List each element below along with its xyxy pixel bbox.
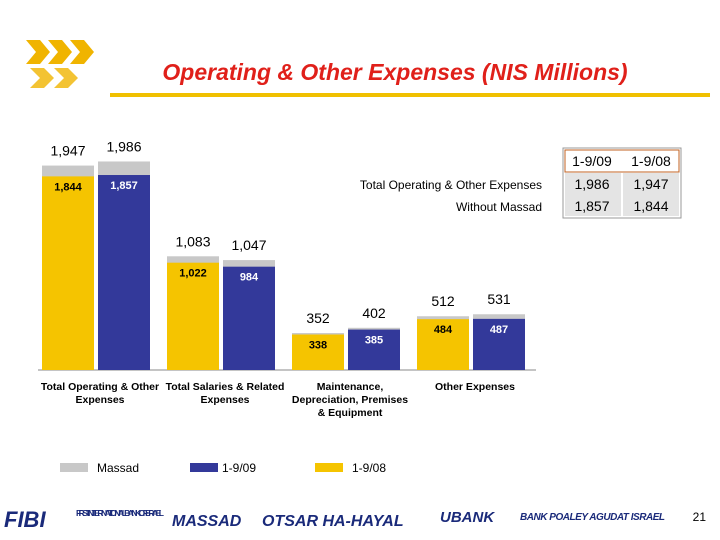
footer-bar [0, 496, 720, 540]
footer-logo: FIRST INTERNATIONAL BANK OF ISRAEL [76, 508, 164, 518]
bar [42, 176, 94, 370]
bar [167, 262, 219, 370]
table-cell: 1,844 [633, 198, 668, 214]
title-underline [110, 93, 710, 97]
total-label: 1,083 [175, 233, 210, 249]
x-tick-label: Maintenance, Depreciation, Premises & Eq… [291, 381, 409, 419]
total-label: 512 [431, 293, 455, 309]
footer-logo: BANK POALEY AGUDAT ISRAEL [520, 512, 665, 523]
x-tick-label: Total Salaries & Related Expenses [165, 381, 285, 406]
footer-logo: MASSAD [172, 513, 242, 530]
total-label: 1,986 [106, 138, 141, 154]
legend-swatch [60, 463, 88, 472]
table-frame [562, 147, 682, 219]
bar [223, 266, 275, 370]
value-label: 1,857 [110, 180, 138, 192]
table-row-label: Without Massad [456, 200, 542, 214]
x-tick-label: Other Expenses [435, 381, 515, 393]
page-number: 21 [693, 510, 707, 524]
table-header: 1-9/08 [631, 153, 671, 169]
value-label: 385 [365, 335, 383, 347]
value-label: 484 [434, 324, 453, 336]
table-header: 1-9/09 [572, 153, 612, 169]
title: Operating & Other Expenses (NIS Millions… [162, 59, 627, 85]
total-label: 1,047 [231, 237, 266, 253]
total-label: 1,947 [50, 143, 85, 159]
bar [417, 319, 469, 370]
logo-chevrons [26, 40, 94, 88]
value-label: 1,022 [179, 268, 207, 280]
table-cell: 1,857 [574, 198, 609, 214]
total-label: 531 [487, 291, 511, 307]
legend-swatch [315, 463, 343, 472]
bar [473, 318, 525, 370]
legend-label: 1-9/08 [352, 461, 386, 475]
table-header-box [564, 149, 680, 173]
table-row-label: Total Operating & Other Expenses [360, 178, 542, 192]
table-cell: 1,986 [574, 176, 609, 192]
bar [348, 329, 400, 370]
x-tick-label: Total Operating & Other Expenses [40, 381, 160, 406]
total-label: 402 [362, 305, 386, 321]
legend-label: Massad [97, 461, 139, 475]
value-label: 487 [490, 324, 508, 336]
value-label: 338 [309, 340, 327, 352]
footer-logo: UBANK [440, 509, 495, 526]
legend-swatch [190, 463, 218, 472]
footer-logo: OTSAR HA-HAYAL [262, 513, 404, 530]
footer-logo: FIBI [4, 507, 46, 532]
total-label: 352 [306, 310, 330, 326]
value-label: 1,844 [54, 181, 82, 193]
legend-label: 1-9/09 [222, 461, 256, 475]
value-label: 984 [240, 272, 259, 284]
bar [98, 175, 150, 370]
table-cell: 1,947 [633, 176, 668, 192]
bar [292, 334, 344, 370]
